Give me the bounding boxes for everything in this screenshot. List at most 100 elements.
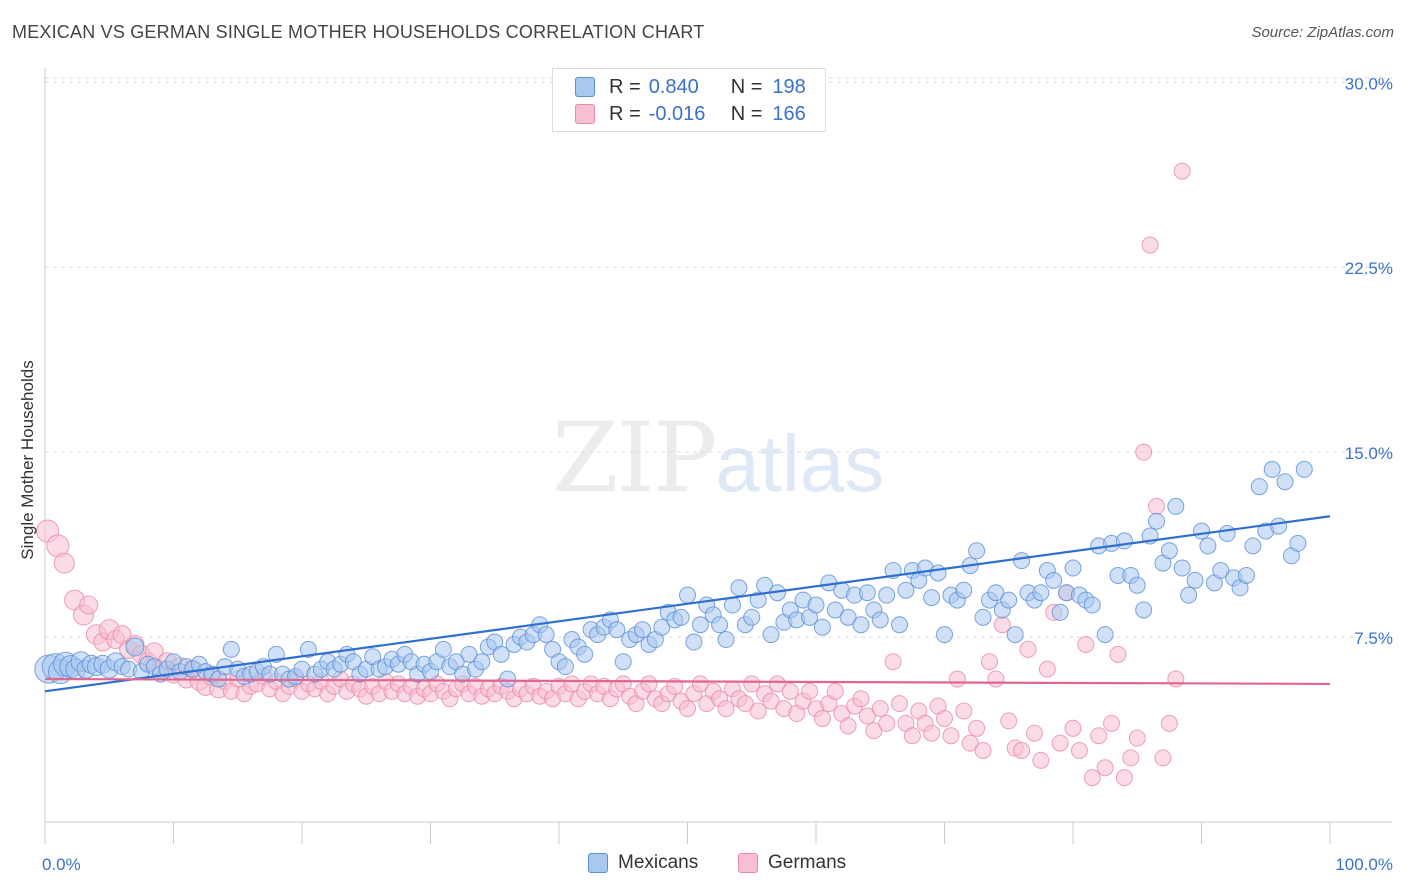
- germans-point: [1000, 712, 1018, 730]
- mexicans-point: [968, 542, 986, 560]
- mexicans-point: [685, 633, 703, 651]
- germans-point: [640, 675, 658, 693]
- mexicans-point: [1173, 559, 1191, 577]
- germans-point: [1160, 714, 1178, 732]
- mexicans-point: [1276, 473, 1294, 491]
- germans-point: [858, 707, 876, 725]
- mexicans-point: [1051, 603, 1069, 621]
- germans-point: [1025, 724, 1043, 742]
- mexicans-point: [955, 581, 973, 599]
- germans-point: [903, 727, 921, 745]
- germans-point: [826, 682, 844, 700]
- germans-point: [768, 675, 786, 693]
- mexicans-point: [1083, 596, 1101, 614]
- mexicans-point: [299, 640, 317, 658]
- n-label: N =: [730, 102, 763, 125]
- mexicans-point: [556, 658, 574, 676]
- germans-point: [878, 714, 896, 732]
- mexicans-swatch: [575, 77, 595, 97]
- r-value: 0.840: [648, 75, 699, 98]
- mexicans-point: [492, 645, 510, 663]
- germans-point: [1154, 749, 1172, 767]
- watermark-atlas: atlas: [715, 419, 885, 508]
- germans-point: [884, 653, 902, 671]
- r-label: R =: [609, 102, 641, 125]
- germans-point: [813, 709, 831, 727]
- mexicans-point: [1218, 525, 1236, 543]
- mexicans-point: [125, 637, 145, 657]
- mexicans-point: [1289, 534, 1307, 552]
- mexicans-point: [1128, 576, 1146, 594]
- mexicans-point: [923, 589, 941, 607]
- germans-point: [923, 724, 941, 742]
- germans-point: [968, 719, 986, 737]
- mexicans-point: [1064, 559, 1082, 577]
- mexicans-point: [653, 618, 671, 636]
- mexicans-point: [807, 596, 825, 614]
- germans-point: [980, 653, 998, 671]
- mexicans-point: [672, 608, 690, 626]
- watermark-zip: ZIP: [552, 402, 717, 514]
- germans-point: [691, 675, 709, 693]
- germans-point: [1019, 640, 1037, 658]
- mexicans-point: [1000, 591, 1018, 609]
- legend-item-mexicans: Mexicans: [588, 852, 698, 874]
- n-label: N =: [730, 75, 763, 98]
- germans-point: [781, 682, 799, 700]
- germans-point: [865, 722, 883, 740]
- mexicans-point: [711, 616, 729, 634]
- germans-point: [736, 695, 754, 713]
- mexicans-point: [987, 584, 1005, 602]
- germans-point: [871, 700, 889, 718]
- mexicans-point: [730, 579, 748, 597]
- mexicans-point: [473, 653, 491, 671]
- mexicans-point: [1160, 542, 1178, 560]
- germans-point: [961, 734, 979, 752]
- germans-point: [53, 552, 75, 574]
- legend-label-germans: Germans: [768, 852, 847, 873]
- germans-point: [839, 717, 857, 735]
- mexicans-point: [499, 670, 517, 688]
- germans-point: [987, 670, 1005, 688]
- mexicans-point: [891, 616, 909, 634]
- germans-point: [1109, 645, 1127, 663]
- mexicans-legend-swatch: [588, 853, 608, 873]
- germans-point: [717, 700, 735, 718]
- germans-point: [1167, 670, 1185, 688]
- source-label: Source: ZipAtlas.com: [1251, 24, 1394, 41]
- mexicans-point: [679, 586, 696, 604]
- mexicans-point: [1006, 626, 1024, 644]
- chart-title: MEXICAN VS GERMAN SINGLE MOTHER HOUSEHOL…: [12, 22, 705, 42]
- mexicans-point: [1295, 460, 1313, 478]
- mexicans-point: [634, 621, 652, 639]
- mexicans-point: [537, 626, 555, 644]
- mexicans-point: [1115, 532, 1133, 550]
- germans-point: [1032, 751, 1050, 769]
- germans-point: [1064, 719, 1082, 737]
- mexicans-point: [858, 584, 876, 602]
- series-legend: Mexicans Germans: [0, 852, 1406, 876]
- mexicans-point: [576, 645, 594, 663]
- mexicans-point: [1148, 512, 1166, 530]
- mexicans-point: [852, 616, 870, 634]
- germans-legend-swatch: [738, 853, 758, 873]
- germans-point: [1141, 236, 1159, 254]
- germans-point: [1173, 162, 1191, 180]
- mexicans-point: [897, 581, 915, 599]
- mexicans-point: [1199, 537, 1217, 555]
- mexicans-point: [1263, 460, 1281, 478]
- r-label: R =: [609, 75, 641, 98]
- germans-point: [936, 709, 953, 727]
- mexicans-point: [1135, 601, 1153, 619]
- y-tick-label: 22.5%: [1345, 259, 1393, 278]
- mexicans-point: [1167, 497, 1185, 515]
- germans-point: [948, 670, 966, 688]
- germans-point: [1135, 443, 1153, 461]
- germans-point: [1077, 635, 1095, 653]
- mexicans-point: [614, 653, 632, 671]
- mexicans-point: [762, 626, 780, 644]
- mexicans-point: [1237, 566, 1255, 584]
- germans-trend-line: [44, 677, 1331, 686]
- y-axis-label: Single Mother Households: [18, 360, 37, 560]
